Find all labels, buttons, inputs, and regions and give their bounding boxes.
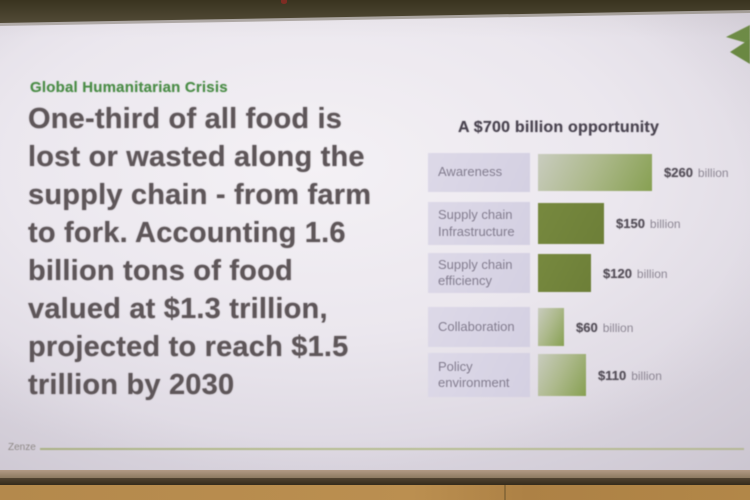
screen-bottom-bezel — [0, 470, 750, 478]
table-surface — [0, 485, 750, 500]
red-indicator-dot — [281, 0, 287, 4]
category-label: Supply chain efficiency — [428, 253, 530, 293]
value-unit: billion — [697, 166, 729, 180]
headline-line: to fork. Accounting 1.6 — [28, 217, 346, 249]
footer-divider-line — [40, 448, 744, 450]
value-number: $110 — [598, 367, 627, 383]
bar-supply-chain-efficiency — [538, 254, 591, 292]
bar-supply-chain-infrastructure — [538, 203, 604, 244]
chart-row-collaboration: Collaboration $60 billion — [428, 307, 750, 347]
category-label: Awareness — [428, 153, 530, 192]
value-unit: billion — [649, 217, 681, 231]
headline-line: trillion by 2030 — [28, 369, 235, 401]
category-label: Policy environment — [428, 353, 530, 397]
value-number: $150 — [616, 216, 645, 231]
brand-watermark: Zenze — [8, 442, 36, 453]
value-unit: billion — [602, 320, 634, 335]
value-label: $110 billion — [598, 368, 662, 383]
value-label: $150 billion — [616, 216, 681, 231]
value-label: $60 billion — [576, 320, 633, 335]
value-number: $260 — [664, 165, 693, 180]
bar-awareness — [538, 154, 652, 191]
headline-line: One-third of all food is — [28, 103, 343, 135]
chart-row-supply-chain-infrastructure: Supply chain Infrastructure $150 billion — [428, 202, 750, 245]
slide: Global Humanitarian Crisis One-third of … — [0, 0, 750, 473]
slide-content: Global Humanitarian Crisis One-third of … — [8, 24, 750, 453]
value-unit: billion — [636, 266, 668, 281]
bar-policy-environment — [538, 354, 586, 396]
chart-row-awareness: Awareness $260 billion — [428, 153, 750, 192]
bar-collaboration — [538, 308, 564, 346]
headline-line: billion tons of food — [28, 255, 293, 287]
table-seam — [504, 485, 506, 500]
value-label: $120 billion — [603, 266, 668, 281]
headline-line: valued at $1.3 trillion, — [28, 293, 328, 325]
value-number: $120 — [603, 265, 632, 281]
slide-headline: One-third of all food is lost or wasted … — [28, 100, 428, 404]
screen-bottom-shadow — [0, 478, 750, 485]
headline-line: projected to reach $1.5 — [28, 331, 349, 363]
value-unit: billion — [631, 368, 662, 383]
chart-row-supply-chain-efficiency: Supply chain efficiency $120 billion — [428, 253, 750, 293]
zenze-logo-icon — [725, 24, 750, 64]
opportunity-bar-chart: Awareness $260 billion Supply chain Infr… — [428, 150, 750, 410]
chart-row-policy-environment: Policy environment $110 billion — [428, 353, 750, 397]
category-label: Supply chain Infrastructure — [428, 202, 530, 245]
category-label: Collaboration — [428, 307, 530, 347]
value-label: $260 billion — [664, 165, 729, 180]
value-number: $60 — [576, 319, 598, 335]
chart-title: A $700 billion opportunity — [458, 119, 660, 136]
slide-kicker: Global Humanitarian Crisis — [30, 79, 228, 96]
headline-line: lost or wasted along the — [28, 141, 365, 173]
headline-line: supply chain - from farm — [28, 179, 372, 211]
